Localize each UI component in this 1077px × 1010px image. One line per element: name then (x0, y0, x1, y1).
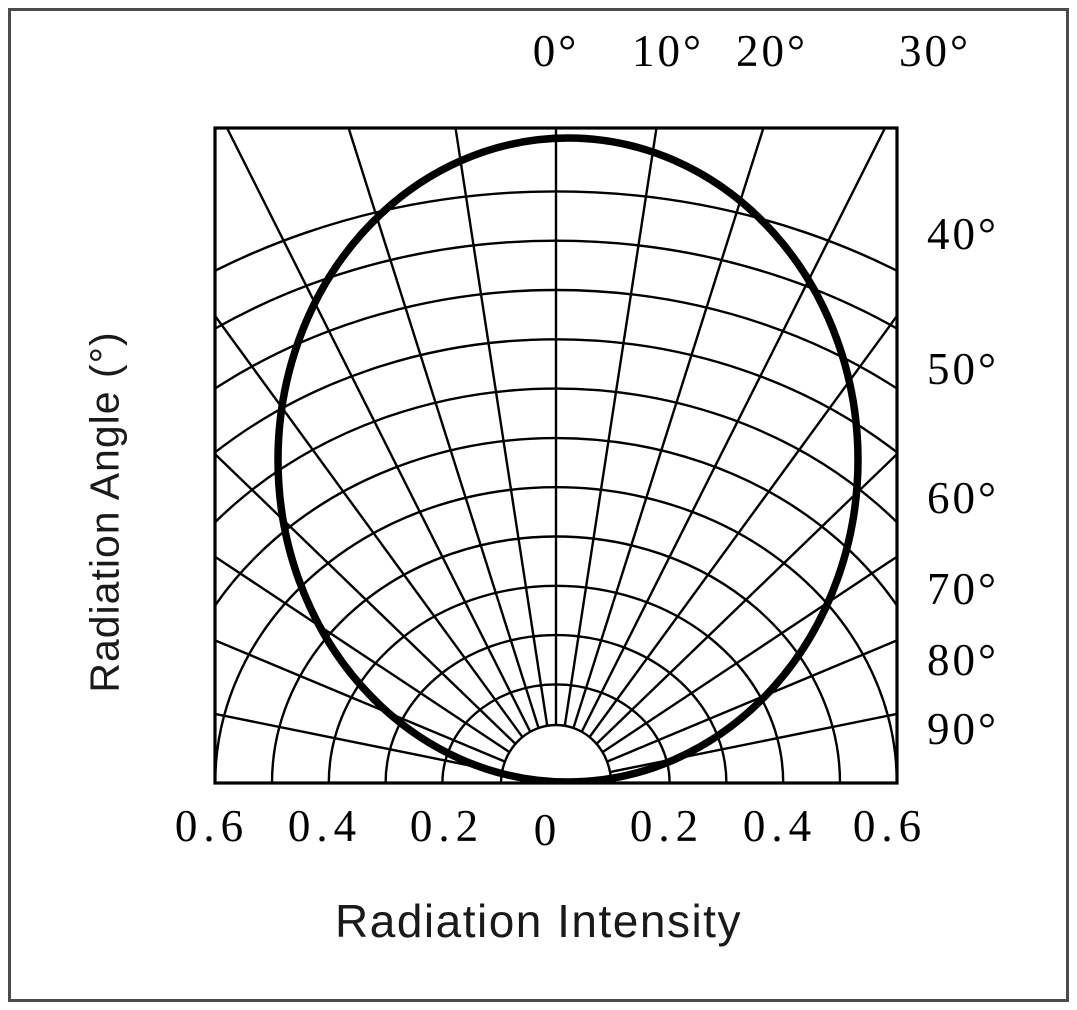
y-axis-title: Radiation Angle (°) (81, 331, 128, 693)
angle-tick-label: 60° (927, 473, 999, 523)
angle-grid-line (347, 128, 558, 783)
angle-tick-label: 0° (533, 26, 580, 76)
angle-grid-line (554, 128, 887, 783)
angle-grid-line (215, 453, 557, 783)
polar-grid (215, 128, 897, 783)
x-axis-title: Radiation Intensity (335, 895, 742, 947)
angle-tick-label: 80° (927, 635, 999, 685)
angle-grid-line (555, 712, 897, 783)
angle-tick-label: 90° (927, 704, 999, 754)
angle-grid-line (555, 315, 897, 783)
angle-tick-label: 70° (927, 564, 999, 614)
intensity-tick-label: 0.4 (743, 801, 817, 851)
angle-grid-line (215, 555, 557, 783)
figure-frame (8, 8, 1069, 1002)
angle-grid-line (554, 128, 765, 783)
angle-grid-line (555, 555, 897, 783)
intensity-tick-label: 0.2 (630, 801, 704, 851)
angle-tick-label: 50° (927, 344, 999, 394)
intensity-tick-label: 0 (534, 805, 563, 855)
angle-tick-label: 30° (899, 26, 971, 76)
intensity-tick-label: 0.6 (175, 801, 249, 851)
inner-grid-circle (499, 723, 613, 783)
angle-grid-line (555, 453, 897, 783)
radiation-pattern-curve (274, 134, 862, 783)
angle-tick-label: 20° (736, 26, 808, 76)
angle-grid-line (554, 128, 658, 783)
radial-grid-arc (215, 239, 897, 330)
intensity-tick-label: 0.4 (288, 801, 362, 851)
angle-grid-line (454, 128, 558, 783)
angle-grid-line (555, 639, 897, 783)
angle-grid-line (225, 128, 558, 783)
angle-grid-line (215, 315, 557, 783)
angle-tick-label: 10° (632, 26, 704, 76)
angle-tick-label: 40° (927, 209, 999, 259)
intensity-tick-label: 0.2 (410, 801, 484, 851)
intensity-tick-label: 0.6 (853, 801, 927, 851)
